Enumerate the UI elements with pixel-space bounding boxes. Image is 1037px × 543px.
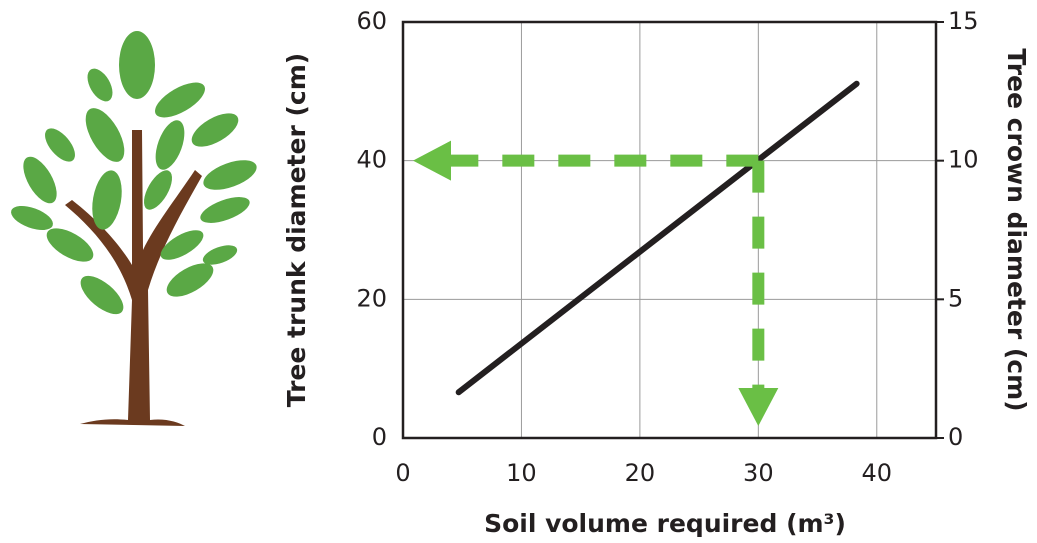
tree-leaves [11, 31, 257, 315]
data-line [455, 80, 860, 396]
x-tick-label: 0 [395, 459, 410, 487]
guide-arrow-down [738, 388, 779, 426]
x-tick-label: 10 [506, 459, 537, 487]
plot-frame [401, 20, 938, 440]
guide-arrow-left [413, 140, 451, 181]
y2-tick-label: 15 [948, 7, 979, 35]
y-tick-label: 60 [356, 7, 387, 35]
y-tick-label: 0 [372, 423, 387, 451]
x-tick-label: 40 [862, 459, 893, 487]
x-tick-label: 20 [625, 459, 656, 487]
tree-illustration [11, 31, 257, 426]
y2-axis-title: Tree crown diameter (cm) [1002, 48, 1031, 411]
y-tick-label: 40 [356, 146, 387, 174]
y2-tick-label: 0 [948, 423, 963, 451]
x-tick-label: 30 [743, 459, 774, 487]
x-axis-title: Soil volume required (m³) [484, 509, 846, 538]
y2-tick-label: 5 [948, 284, 963, 312]
y-axis-title: Tree trunk diameter (cm) [282, 53, 311, 407]
tree-trunk [65, 130, 202, 426]
y2-tick-label: 10 [948, 146, 979, 174]
y-tick-label: 20 [356, 284, 387, 312]
